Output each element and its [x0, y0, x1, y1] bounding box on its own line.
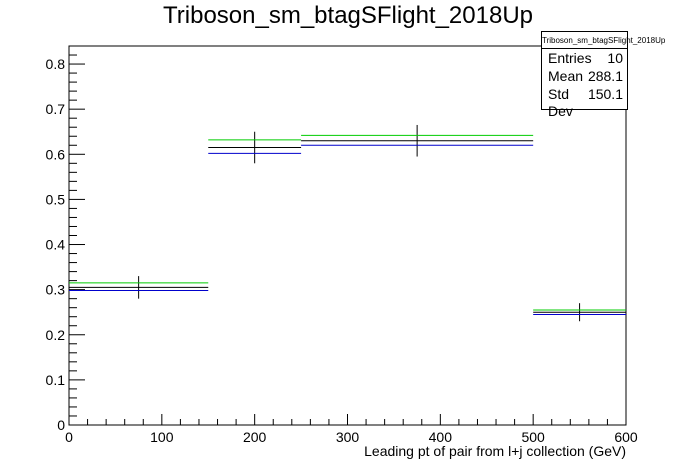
x-tick-label: 600	[614, 429, 638, 445]
stats-label: Entries	[548, 50, 592, 66]
stats-box-title: Triboson_sm_btagSFlight_2018Up	[542, 32, 665, 49]
x-tick-label: 100	[150, 429, 174, 445]
y-tick-label: 0.6	[46, 146, 66, 162]
y-tick-label: 0	[57, 417, 65, 433]
x-tick-label: 500	[521, 429, 545, 445]
histogram-marks	[69, 124, 626, 322]
y-axis: 0 0.1 0.2 0.3 0.4 0.5 0.6 0.7 0.8	[46, 45, 85, 433]
stats-value: 288.1	[587, 68, 623, 84]
y-tick-label: 0.8	[46, 56, 66, 72]
stats-row-stddev: Std Dev 150.1	[542, 85, 627, 119]
y-tick-label: 0.1	[46, 372, 66, 388]
y-tick-label: 0.7	[46, 101, 66, 117]
x-tick-label: 300	[336, 429, 360, 445]
stats-value: 10	[607, 50, 623, 66]
x-axis: 0 100 200 300 400 500 600	[65, 414, 638, 445]
stats-box: Triboson_sm_btagSFlight_2018Up Entries 1…	[541, 31, 665, 119]
stats-label: Std Dev	[548, 86, 573, 119]
x-tick-label: 200	[243, 429, 267, 445]
stats-value: 150.1	[587, 86, 623, 102]
stats-row-entries: Entries 10	[542, 49, 627, 67]
y-tick-label: 0.4	[46, 237, 66, 253]
stats-row-mean: Mean 288.1	[542, 67, 627, 85]
chart-title: Triboson_sm_btagSFlight_2018Up	[163, 2, 533, 29]
stats-label: Mean	[548, 68, 584, 84]
y-tick-label: 0.3	[46, 282, 66, 298]
y-tick-label: 0.5	[46, 191, 66, 207]
y-tick-label: 0.2	[46, 327, 66, 343]
x-axis-label: Leading pt of pair from l+j collection (…	[364, 443, 626, 459]
x-tick-label: 400	[429, 429, 453, 445]
x-tick-label: 0	[65, 429, 73, 445]
